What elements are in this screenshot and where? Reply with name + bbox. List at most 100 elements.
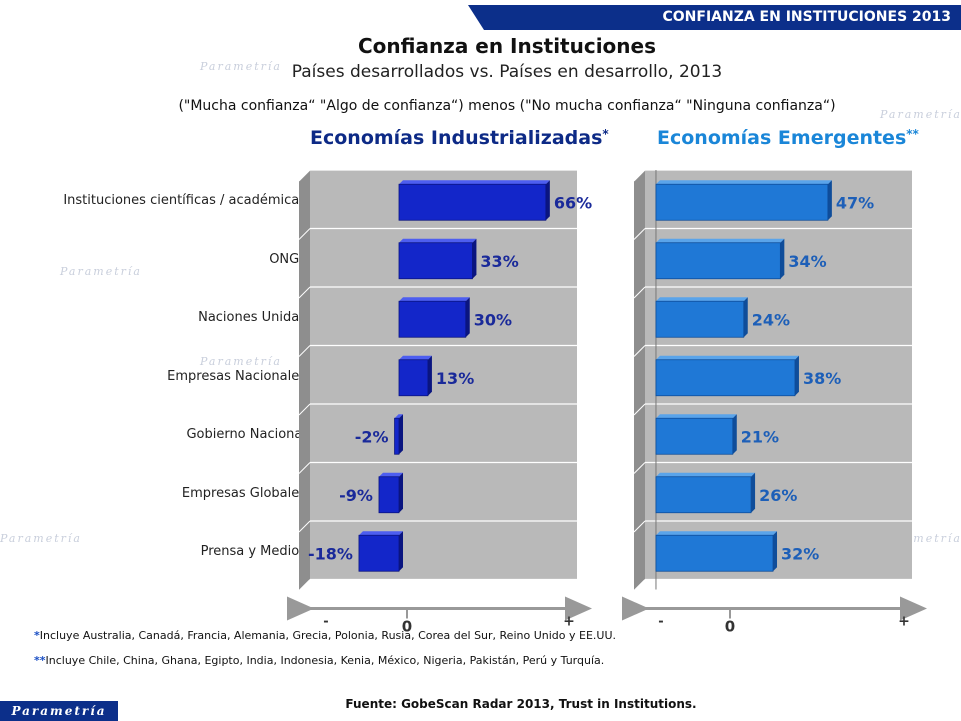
bar-side [399,531,403,572]
data-label: 66% [554,193,592,212]
data-label: 13% [436,369,474,388]
bar-side [827,180,832,221]
axis-minus-label: - [323,615,328,630]
data-label: -9% [339,486,373,505]
page-title: Confianza en Instituciones [357,34,657,58]
footnote-text: Incluye Chile, China, Ghana, Egipto, Ind… [45,654,605,667]
bar-side [427,355,432,396]
axis-minus-label: - [658,615,663,630]
bar-side [743,297,748,338]
bar-top [655,180,832,185]
category-label: Naciones Unidas [198,310,306,326]
bar-top [655,297,748,302]
gridline-side [633,228,646,240]
bar-top [378,472,403,477]
panel-title-mark: ** [906,127,919,141]
plot-background [310,170,577,580]
gridline-side [298,579,311,591]
bar [398,359,429,397]
bar-side [773,531,778,572]
bar [655,242,781,280]
plot-side-wall [299,170,310,591]
bar-side [399,472,403,513]
data-label: 34% [788,252,826,271]
data-label: 21% [741,427,779,446]
panel-title-industrializadas: Economías Industrializadas* [310,127,609,149]
bar-side [399,414,403,455]
footnote-mark: * [34,629,40,642]
bar [378,476,400,514]
bar-top [399,180,550,185]
category-label: Gobierno Nacional [186,427,306,443]
bar-side [751,472,756,513]
header-banner: CONFIANZA EN INSTITUCIONES 2013 [468,5,961,30]
page-subtitle: Países desarrollados vs. Países en desar… [291,62,723,82]
gridline-side [633,403,646,416]
bar [398,300,467,338]
category-label: Instituciones científicas / académicas [63,193,306,209]
footnote-emergentes: **Incluye Chile, China, Ghana, Egipto, I… [34,654,604,667]
watermark-text: Parametría [60,265,142,278]
gridline-side [633,286,646,299]
gridline-side [298,228,311,240]
panel-title-emergentes: Economías Emergentes** [657,127,919,149]
bar-top [655,531,778,536]
gridline-side [633,520,646,533]
data-label: 33% [480,252,518,271]
chart-panel-0: 66% 33% 30% 13% -2% -9% -18% - 0 + [287,169,592,636]
footnote-mark: ** [34,654,46,667]
bar [655,476,752,514]
panel-title-mark: * [602,127,609,141]
category-label: Prensa y Medios [200,544,306,560]
bar-top [655,472,756,477]
gridline-side [298,403,311,416]
panel-title-text: Economías Industrializadas [310,127,603,149]
category-label: ONGs [269,251,306,267]
bar [655,417,734,455]
gridline-side [298,345,311,357]
bar-top [655,414,737,419]
bar [394,417,400,455]
bar-side [472,238,477,279]
bar [655,183,829,221]
axis-zero-label: 0 [402,618,412,636]
watermark-text: Parametría [880,108,961,121]
data-label: 24% [752,310,790,329]
panel-title-text: Economías Emergentes [657,127,907,149]
bar [655,359,796,397]
bar [655,534,774,572]
bar [358,534,400,572]
gridline-side [298,520,311,533]
bar-top [655,355,799,360]
gridline-side [298,462,311,474]
data-label: 47% [836,193,874,212]
plot-side-wall [634,170,645,591]
axis-zero-label: 0 [725,618,735,636]
data-label: 26% [759,486,797,505]
watermark-text: Parametría [200,355,282,368]
data-label: 38% [803,369,841,388]
bar-side [545,180,550,221]
bar-side [780,238,785,279]
bar-side [732,414,737,455]
bar-top [399,238,477,243]
bar-side [465,297,470,338]
footnote-industrializadas: *Incluye Australia, Canadá, Francia, Ale… [34,629,616,642]
bar [655,300,745,338]
bar-top [655,238,785,243]
parametria-logo: Parametría [0,701,118,721]
method-note: ("Mucha confianza“ "Algo de confianza“) … [178,98,836,114]
bar-top [399,355,432,360]
gridline-side [633,169,646,182]
chart-panel-1: 47% 34% 24% 38% 21% 26% 32% - 0 + [622,169,927,636]
data-label: -18% [308,544,353,563]
bar-side [794,355,799,396]
data-label: -2% [355,427,389,446]
bar-top [394,414,403,419]
data-label: 30% [474,310,512,329]
category-label: Empresas Nacionales [167,368,306,384]
bar-top [358,531,403,536]
bar [398,242,473,280]
watermark-text: Parametría [0,532,82,545]
